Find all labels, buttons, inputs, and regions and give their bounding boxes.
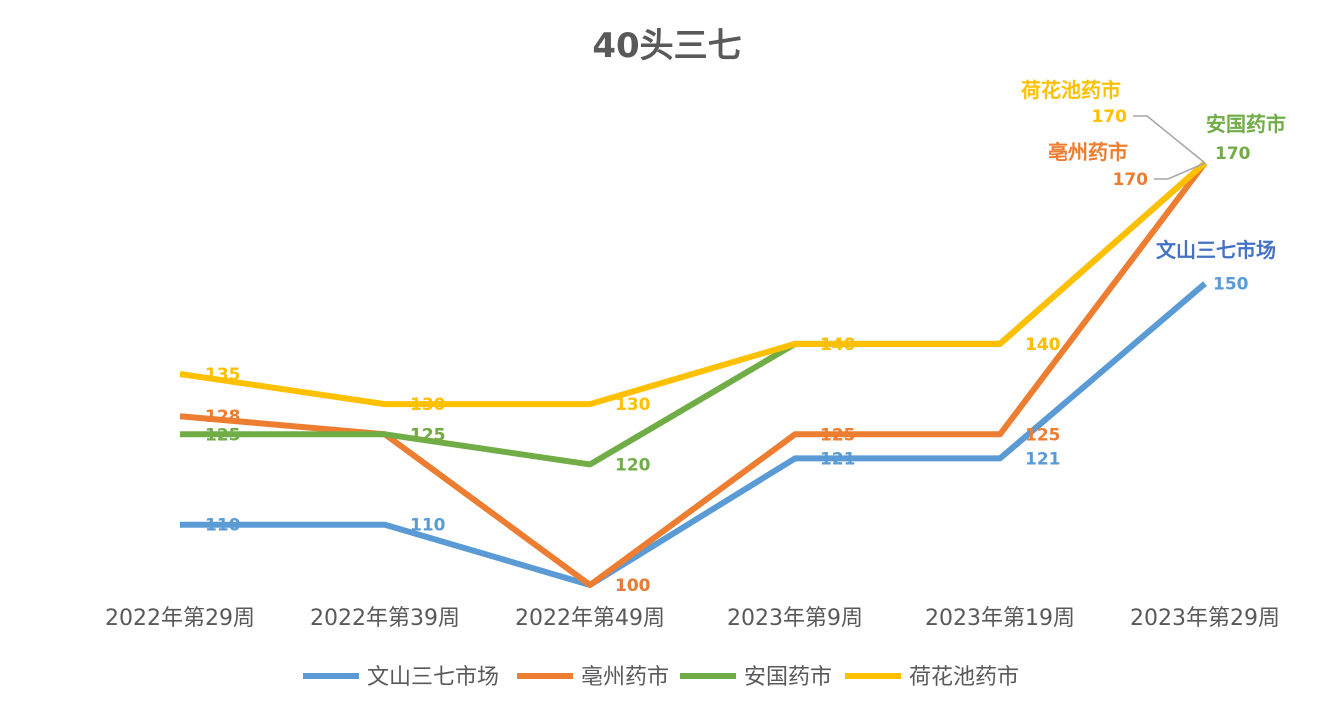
series-line-2: [180, 160, 1207, 468]
x-axis-ticks: 2022年第29周 2022年第39周 2022年第49周 2023年第9周 2023年…: [105, 606, 1280, 631]
data-label: 170: [1215, 144, 1251, 164]
data-label: 110: [410, 516, 446, 536]
series-end-label: 荷花池药市: [1021, 78, 1121, 102]
data-label: 170: [1113, 170, 1149, 190]
data-label: 125: [205, 425, 241, 445]
series-end-label: 亳州药市: [1048, 140, 1128, 164]
series-line-0: [180, 281, 1207, 588]
leader-line: [1133, 115, 1206, 164]
x-tick-label: 2023年第19周: [925, 606, 1075, 631]
x-tick-label: 2023年第9周: [727, 606, 863, 631]
data-label: 125: [1025, 425, 1061, 445]
data-label: 121: [1025, 449, 1061, 469]
data-label: 100: [615, 576, 651, 596]
legend-label: 文山三七市场: [367, 665, 499, 690]
data-label: 128: [205, 407, 241, 427]
leader-line: [1154, 162, 1206, 180]
data-label: 125: [410, 425, 446, 445]
data-label: 135: [205, 365, 241, 385]
data-label: 125: [410, 425, 446, 445]
x-tick-label: 2022年第29周: [105, 606, 255, 631]
data-label: 100: [615, 576, 651, 596]
data-label: 140: [1025, 335, 1061, 355]
series-end-label: 安国药市: [1206, 112, 1286, 136]
data-label: 170: [1092, 107, 1128, 127]
series-lines: [179, 160, 1208, 588]
data-label: 125: [820, 425, 856, 445]
data-label: 110: [205, 516, 241, 536]
data-label: 140: [820, 335, 856, 355]
series-line-3: [179, 160, 1207, 408]
data-label: 150: [1213, 275, 1249, 295]
data-label: 130: [615, 395, 651, 415]
data-label: 140: [1025, 335, 1061, 355]
series-end-labels: 文山三七市场 亳州药市 安国药市 荷花池药市: [1021, 78, 1286, 262]
series-line-1: [179, 161, 1208, 588]
chart-title: 40头三七: [592, 26, 742, 66]
legend-label: 荷花池药市: [909, 665, 1019, 690]
legend: 文山三七市场 亳州药市 安国药市 荷花池药市: [303, 665, 1019, 690]
legend-label: 安国药市: [744, 665, 832, 690]
data-label: 121: [820, 449, 856, 469]
x-tick-label: 2022年第39周: [310, 606, 460, 631]
data-label: 140: [820, 335, 856, 355]
series-end-label: 文山三七市场: [1156, 238, 1276, 262]
legend-label: 亳州药市: [581, 665, 669, 690]
data-label: 130: [410, 395, 446, 415]
data-label: 120: [615, 455, 651, 475]
leader-lines: [1133, 115, 1206, 180]
x-tick-label: 2023年第29周: [1130, 606, 1280, 631]
x-tick-label: 2022年第49周: [515, 606, 665, 631]
